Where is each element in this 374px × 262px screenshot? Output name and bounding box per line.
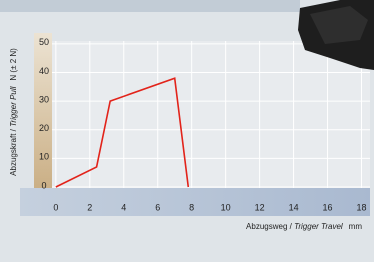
x-axis-title-main: Abzugsweg / <box>246 222 294 231</box>
x-tick-label: 16 <box>323 202 333 212</box>
x-tick-label: 10 <box>221 202 231 212</box>
y-tick-label: 20 <box>39 123 49 133</box>
x-tick-label: 4 <box>121 202 126 212</box>
y-tick-label: 40 <box>39 66 49 76</box>
top-strip <box>0 0 300 12</box>
x-axis-title-italic: Trigger Travel <box>294 222 343 231</box>
y-axis-title-italic: Trigger Pull <box>9 86 18 127</box>
y-axis-title-unit: N (± 2 N) <box>9 48 18 81</box>
y-axis-strip <box>34 33 52 195</box>
y-tick-label: 0 <box>41 180 46 190</box>
y-tick-label: 10 <box>39 152 49 162</box>
x-tick-label: 18 <box>357 202 367 212</box>
y-tick-label: 30 <box>39 94 49 104</box>
x-tick-label: 12 <box>255 202 265 212</box>
x-tick-label: 8 <box>189 202 194 212</box>
x-tick-label: 0 <box>53 202 58 212</box>
x-tick-label: 14 <box>289 202 299 212</box>
x-tick-label: 2 <box>87 202 92 212</box>
y-axis-title: Abzugskraft / Trigger Pull N (± 2 N) <box>9 48 18 176</box>
x-tick-label: 6 <box>155 202 160 212</box>
y-axis-title-main: Abzugskraft / <box>9 127 18 176</box>
chart: Abzugskraft / Trigger Pull N (± 2 N) Abzu… <box>0 0 374 262</box>
x-axis-strip <box>20 188 370 216</box>
x-axis-title-unit: mm <box>349 222 363 231</box>
y-tick-label: 50 <box>39 37 49 47</box>
